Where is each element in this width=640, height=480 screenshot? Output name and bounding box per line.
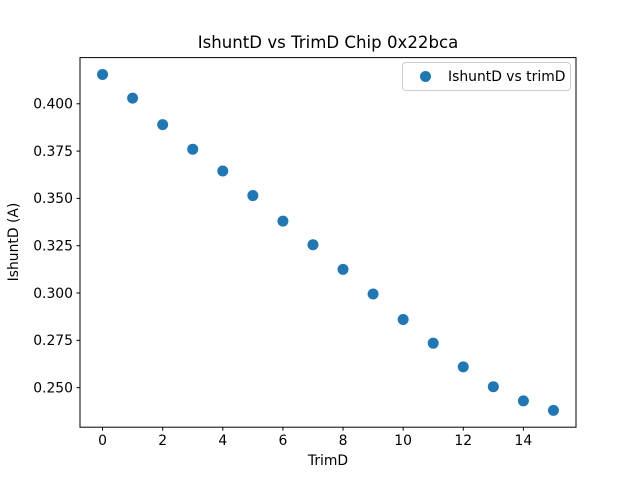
x-tick-label: 6 — [278, 433, 287, 449]
data-point — [547, 404, 559, 416]
x-tick-label: 10 — [394, 433, 412, 449]
data-point — [337, 263, 349, 275]
data-point — [97, 68, 109, 80]
data-point — [427, 337, 439, 349]
y-tick-label: 0.350 — [33, 191, 73, 207]
chart-title: IshuntD vs TrimD Chip 0x22bca — [197, 33, 459, 52]
axes-spines — [79, 57, 577, 428]
y-tick-label: 0.325 — [33, 239, 73, 255]
x-axis-label: TrimD — [307, 453, 349, 469]
legend-marker-icon — [420, 71, 431, 82]
data-point — [217, 165, 229, 177]
data-point — [517, 395, 529, 407]
x-tick-label: 14 — [515, 433, 533, 449]
data-point — [457, 361, 469, 373]
legend-label: IshuntD vs trimD — [448, 68, 566, 85]
x-tick-label: 8 — [339, 433, 348, 449]
y-tick-label: 0.250 — [33, 380, 73, 396]
data-point — [397, 314, 409, 326]
data-point — [487, 381, 499, 393]
y-tick-label: 0.400 — [33, 97, 73, 113]
x-tick-label: 12 — [454, 433, 472, 449]
y-axis-label: IshuntD (A) — [6, 202, 22, 282]
data-point — [157, 119, 169, 131]
legend: IshuntD vs trimD — [402, 62, 571, 91]
data-point — [247, 190, 259, 202]
y-tick-label: 0.300 — [33, 286, 73, 302]
x-tick-label: 2 — [158, 433, 167, 449]
x-tick-label: 4 — [218, 433, 227, 449]
x-tick-label: 0 — [98, 433, 107, 449]
data-point — [277, 215, 289, 227]
data-point — [127, 92, 139, 104]
data-point — [187, 143, 199, 155]
y-tick-label: 0.275 — [33, 333, 73, 349]
y-tick-label: 0.375 — [33, 144, 73, 160]
data-point — [367, 288, 379, 300]
data-point — [307, 239, 319, 251]
